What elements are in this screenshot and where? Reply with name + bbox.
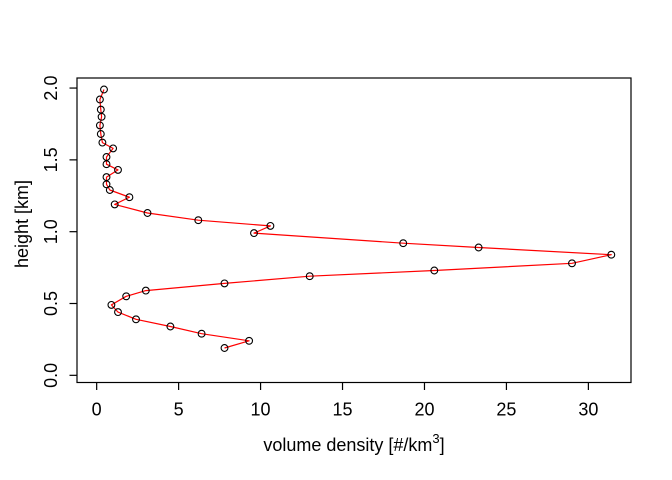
data-point-marker bbox=[143, 209, 152, 217]
data-point-marker bbox=[141, 286, 150, 295]
data-point-marker bbox=[125, 193, 134, 202]
x-axis-title-main: volume density [#/km bbox=[263, 435, 432, 455]
axis-ticks-layer: 0 5 10 15 20 25 30 0.0 0.5 1.0 1.5 2.0 bbox=[41, 76, 598, 420]
data-point-marker bbox=[132, 315, 140, 324]
data-point-marker bbox=[568, 259, 576, 268]
data-point-marker bbox=[305, 272, 314, 281]
y-axis-tick-label: 0.5 bbox=[41, 291, 61, 316]
x-axis-tick-label: 10 bbox=[251, 400, 271, 420]
y-axis-tick-label: 2.0 bbox=[41, 76, 61, 101]
y-axis-tick-label: 0.0 bbox=[41, 363, 61, 388]
data-point-marker bbox=[100, 85, 108, 94]
data-point-marker bbox=[107, 300, 116, 309]
data-point-marker bbox=[197, 329, 206, 338]
y-axis-tick-label: 1.0 bbox=[41, 219, 61, 244]
x-axis-tick-label: 20 bbox=[414, 400, 434, 420]
data-point-marker bbox=[102, 180, 111, 189]
data-point-marker bbox=[474, 243, 483, 252]
data-point-marker bbox=[220, 344, 229, 352]
data-line bbox=[99, 89, 612, 349]
data-point-marker bbox=[96, 105, 105, 114]
data-point-marker bbox=[114, 308, 122, 317]
data-point-marker bbox=[430, 266, 439, 275]
x-axis-tick-label: 30 bbox=[578, 400, 598, 420]
data-point-marker bbox=[102, 160, 111, 169]
y-axis-title: height [km] bbox=[12, 180, 32, 268]
data-point-marker bbox=[607, 250, 616, 259]
data-point-marker bbox=[114, 165, 122, 174]
data-point-marker bbox=[220, 279, 229, 288]
data-point-marker bbox=[102, 153, 111, 161]
data-point-marker bbox=[399, 239, 408, 248]
x-axis-tick-label: 25 bbox=[496, 400, 516, 420]
data-series-layer bbox=[95, 85, 616, 352]
data-point-marker bbox=[105, 186, 114, 194]
y-axis-tick-label: 1.5 bbox=[41, 147, 61, 172]
x-axis-tick-label: 0 bbox=[92, 400, 102, 420]
data-point-marker bbox=[122, 292, 131, 301]
x-axis-title: volume density [#/km3] bbox=[263, 431, 444, 455]
data-point-marker bbox=[96, 130, 105, 138]
data-point-marker bbox=[194, 216, 203, 225]
data-point-marker bbox=[250, 229, 258, 238]
x-axis-tick-label: 5 bbox=[174, 400, 184, 420]
data-point-marker bbox=[110, 200, 119, 209]
x-axis-title-superscript: 3 bbox=[432, 431, 439, 446]
data-point-marker bbox=[102, 173, 111, 182]
x-axis-tick-label: 15 bbox=[333, 400, 353, 420]
data-point-marker bbox=[245, 336, 254, 345]
data-point-marker bbox=[95, 121, 104, 130]
data-point-marker bbox=[266, 221, 275, 230]
data-point-marker bbox=[109, 144, 118, 153]
data-point-marker bbox=[166, 322, 175, 331]
data-point-marker bbox=[98, 138, 107, 147]
x-axis-title-close: ] bbox=[440, 435, 445, 455]
plot-box bbox=[76, 77, 632, 384]
data-point-marker bbox=[95, 95, 104, 104]
data-point-marker bbox=[97, 112, 106, 121]
